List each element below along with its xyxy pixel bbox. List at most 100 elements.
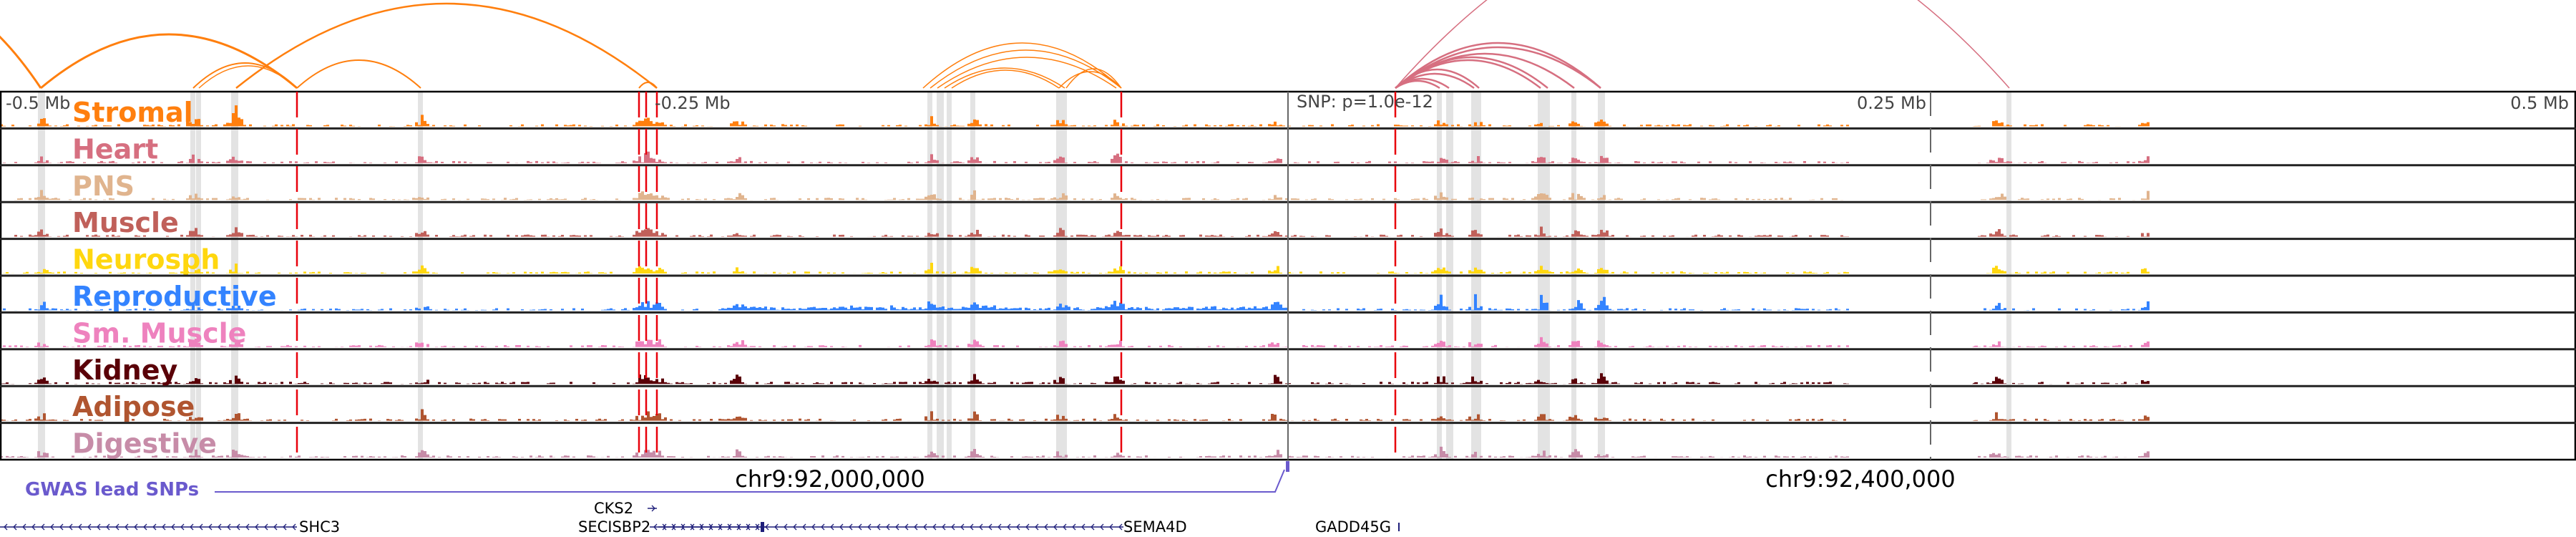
- strand-chevron: [793, 523, 797, 531]
- axis-tick-minus-0.5: -0.5 Mb: [6, 93, 70, 113]
- strand-chevron: [727, 523, 731, 531]
- marker-lines: [296, 92, 1931, 460]
- loop-arc: [1065, 68, 1122, 89]
- strand-chevron: [942, 523, 946, 531]
- signal-kidney: [0, 373, 2576, 384]
- strand-chevron: [255, 523, 259, 531]
- strand-chevron: [690, 523, 694, 531]
- strand-chevron: [960, 523, 965, 531]
- strand-chevron: [264, 523, 268, 531]
- strand-chevron: [69, 523, 73, 531]
- strand-chevron: [106, 523, 110, 531]
- strand-chevron: [914, 523, 918, 531]
- signal-sm-muscle: [0, 337, 2576, 347]
- strand-chevron: [970, 523, 974, 531]
- strand-chevron: [199, 523, 203, 531]
- strand-chevron: [1025, 523, 1030, 531]
- signal-pns: [0, 190, 2576, 200]
- signal-stromal: [0, 105, 2576, 127]
- strand-chevron: [662, 523, 666, 531]
- strand-chevron: [736, 523, 741, 531]
- strand-chevron: [802, 523, 806, 531]
- strand-chevron: [50, 523, 54, 531]
- gwas-track-label: GWAS lead SNPs: [25, 479, 199, 500]
- axis-tick-0.25: 0.25 Mb: [1857, 93, 1926, 113]
- gene-label-gadd45g[interactable]: GADD45G: [1315, 518, 1391, 536]
- strand-chevron: [653, 523, 658, 531]
- strand-chevron: [1081, 523, 1085, 531]
- loop-arc: [40, 33, 298, 90]
- strand-chevron: [830, 523, 834, 531]
- loop-arc: [937, 57, 1117, 89]
- coordinate-label-1: chr9:92,000,000: [735, 465, 924, 493]
- strand-chevron: [1063, 523, 1067, 531]
- strand-chevron: [1109, 523, 1113, 531]
- strand-chevron: [1007, 523, 1011, 531]
- signal-reproductive: [0, 294, 2576, 311]
- strand-chevron: [143, 523, 147, 531]
- axis-tick-minus-0.25: -0.25 Mb: [655, 93, 731, 113]
- strand-chevron: [180, 523, 185, 531]
- loop-arc: [1395, 68, 1480, 89]
- track-labels: Stromal Heart PNS Muscle Neurosph Reproductiv…: [72, 97, 277, 460]
- loop-arc: [296, 59, 421, 89]
- strand-chevron: [1044, 523, 1048, 531]
- strand-chevron: [283, 523, 287, 531]
- strand-chevron: [273, 523, 278, 531]
- strand-chevron: [13, 523, 17, 531]
- gene-label-sema4d[interactable]: SEMA4D: [1123, 518, 1187, 536]
- strand-chevron: [904, 523, 909, 531]
- strand-chevron: [979, 523, 983, 531]
- loop-arc: [638, 82, 658, 89]
- track-label-pns: PNS: [72, 170, 135, 202]
- signal-muscle: [0, 226, 2576, 237]
- strand-chevron: [718, 523, 722, 531]
- strand-chevron: [236, 523, 240, 531]
- strand-chevron: [1016, 523, 1020, 531]
- gene-label-secisbp2[interactable]: SECISBP2: [578, 518, 650, 536]
- signal-adipose: [0, 409, 2576, 421]
- strand-chevron: [245, 523, 250, 531]
- axis-tick-0.5: 0.5 Mb: [2510, 93, 2569, 113]
- track-signals: [0, 105, 2576, 458]
- strand-chevron: [171, 523, 175, 531]
- loop-arc: [235, 2, 658, 89]
- strand-chevron: [1118, 523, 1123, 531]
- loop-arc: [922, 42, 1122, 89]
- loop-arc: [1395, 0, 2010, 89]
- strand-chevron: [1100, 523, 1104, 531]
- strand-chevron: [746, 523, 750, 531]
- strand-chevron: [849, 523, 853, 531]
- strand-chevron: [784, 523, 788, 531]
- loop-arc: [1395, 42, 1601, 89]
- strand-chevron: [97, 523, 101, 531]
- strand-chevron: [190, 523, 194, 531]
- strand-chevron: [755, 523, 759, 531]
- strand-chevron: [134, 523, 138, 531]
- track-label-reproductive: Reproductive: [72, 281, 277, 312]
- strand-chevron: [87, 523, 92, 531]
- strand-chevron: [125, 523, 129, 531]
- strand-chevron: [923, 523, 927, 531]
- strand-chevron: [227, 523, 231, 531]
- loop-arc: [944, 67, 1065, 89]
- strand-chevron: [877, 523, 881, 531]
- strand-chevron: [811, 523, 816, 531]
- strand-chevron: [858, 523, 862, 531]
- strand-chevron: [1091, 523, 1095, 531]
- strand-chevron: [1035, 523, 1039, 531]
- gene-label-shc3[interactable]: SHC3: [299, 518, 340, 536]
- gwas-snp-marker[interactable]: [1286, 461, 1289, 472]
- gene-track: [0, 505, 1400, 532]
- gene-label-cks2[interactable]: CKS2: [594, 500, 633, 517]
- track-label-heart: Heart: [72, 133, 158, 165]
- strand-chevron: [774, 523, 779, 531]
- strand-chevron: [41, 523, 45, 531]
- strand-chevron: [895, 523, 899, 531]
- strand-chevron: [4, 523, 8, 531]
- strand-chevron: [997, 523, 1002, 531]
- strand-chevron: [218, 523, 222, 531]
- strand-chevron: [839, 523, 844, 531]
- signal-neurosph: [0, 263, 2576, 274]
